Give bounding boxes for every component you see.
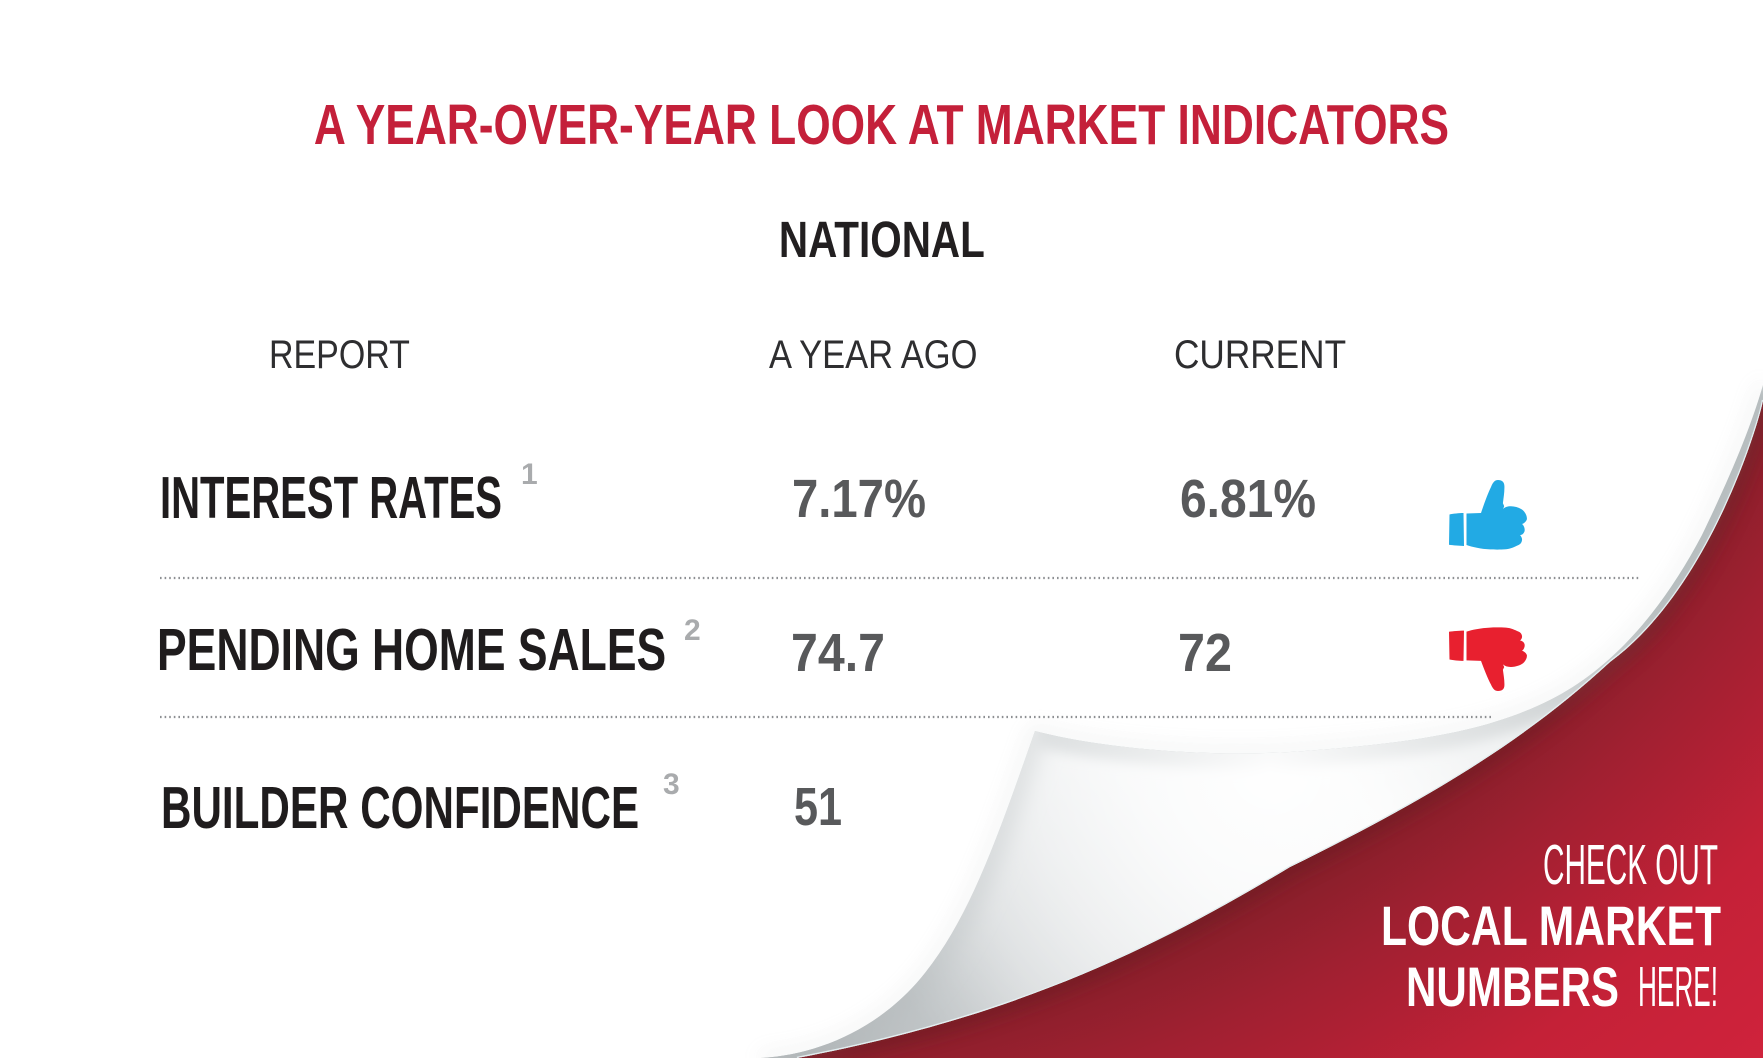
svg-text:HERE!: HERE! [1638, 955, 1718, 1019]
svg-text:LOCAL MARKET: LOCAL MARKET [1381, 894, 1721, 957]
svg-text:NUMBERS: NUMBERS [1406, 955, 1619, 1018]
svg-text:CHECK OUT: CHECK OUT [1543, 833, 1718, 897]
